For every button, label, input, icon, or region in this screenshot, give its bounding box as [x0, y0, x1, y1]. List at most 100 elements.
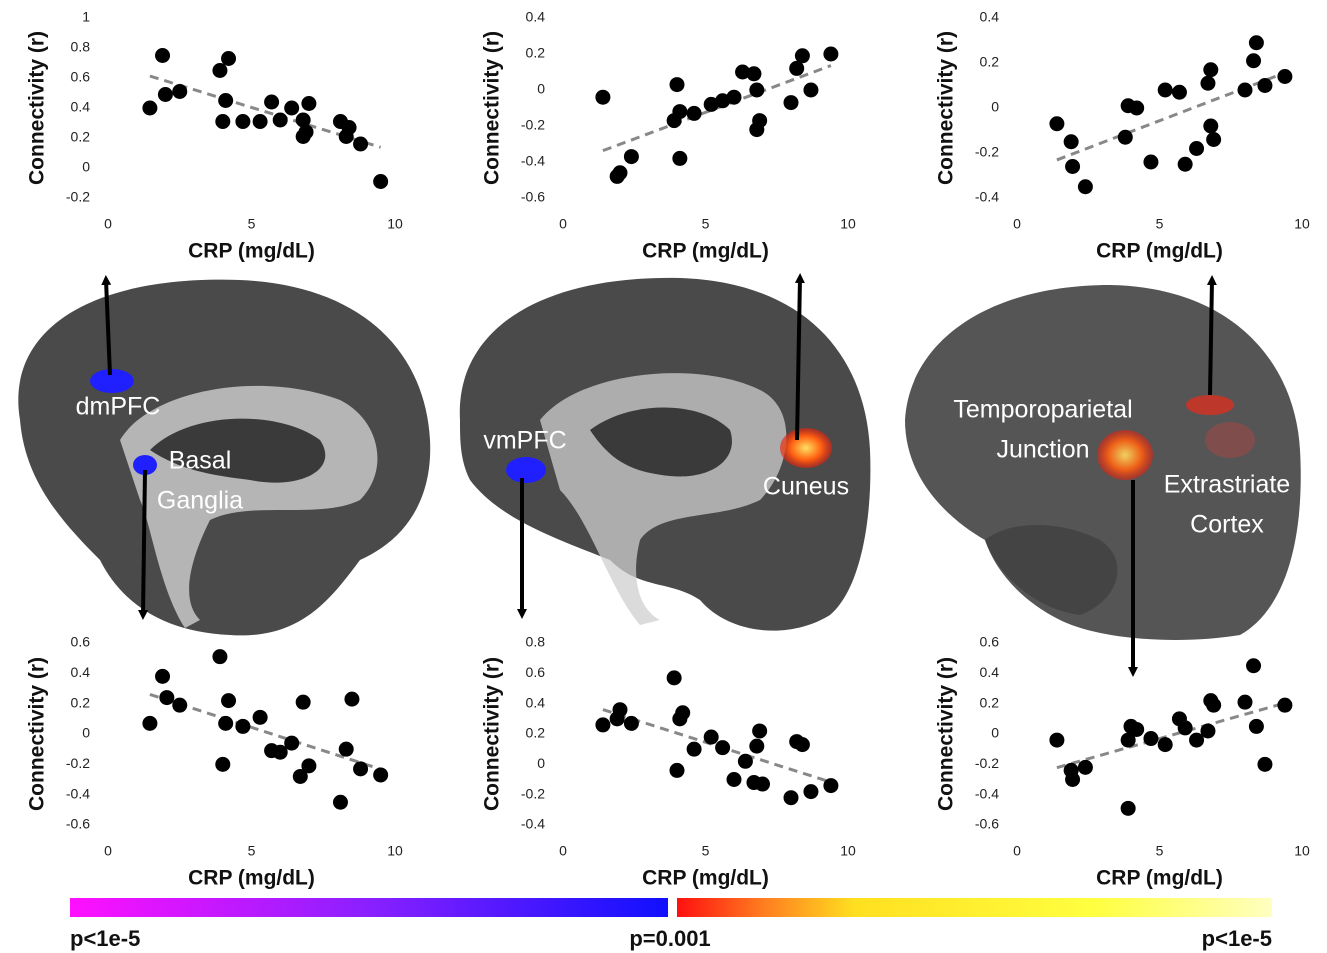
x-tick-label: 10: [840, 216, 856, 232]
data-point: [624, 716, 639, 731]
data-point: [1065, 159, 1080, 174]
data-point: [1257, 78, 1272, 93]
data-point: [1246, 658, 1261, 673]
data-point: [215, 757, 230, 772]
y-tick-label: 0: [991, 725, 999, 741]
x-tick-label: 5: [702, 843, 710, 859]
y-tick-label: 0.4: [526, 694, 546, 710]
data-point: [1178, 720, 1193, 735]
data-point: [155, 669, 170, 684]
y-tick-label: 1: [82, 9, 90, 25]
colorbar-cool: [70, 898, 668, 917]
data-point: [1257, 757, 1272, 772]
data-point: [1049, 733, 1064, 748]
data-point: [142, 101, 157, 116]
data-point: [672, 104, 687, 119]
data-point: [235, 114, 250, 129]
data-point: [158, 87, 173, 102]
y-tick-label: 0: [82, 725, 90, 741]
y-tick-label: 0.2: [526, 725, 546, 741]
data-point: [1200, 76, 1215, 91]
data-point: [253, 710, 268, 725]
trend-line: [1057, 703, 1285, 768]
x-axis-label: CRP (mg/dL): [188, 867, 315, 890]
data-point: [738, 754, 753, 769]
y-tick-label: -0.4: [521, 153, 545, 169]
data-point: [1143, 155, 1158, 170]
data-point: [218, 93, 233, 108]
x-axis-label: CRP (mg/dL): [188, 240, 315, 263]
data-point: [353, 761, 368, 776]
y-tick-label: 0: [537, 81, 545, 97]
data-point: [704, 730, 719, 745]
region-label: Temporoparietal: [953, 396, 1132, 424]
data-point: [253, 114, 268, 129]
data-point: [595, 90, 610, 105]
y-tick-label: -0.2: [521, 785, 545, 801]
data-point: [613, 702, 628, 717]
x-tick-label: 5: [1156, 843, 1164, 859]
data-point: [755, 777, 770, 792]
data-point: [803, 83, 818, 98]
data-point: [1143, 731, 1158, 746]
data-point: [613, 165, 628, 180]
scatter-chart: -0.4-0.200.20.40510CRP (mg/dL)Connectivi…: [935, 9, 1310, 263]
region-label: Cuneus: [763, 473, 849, 501]
data-point: [142, 716, 157, 731]
y-tick-label: -0.6: [521, 189, 545, 205]
data-point: [803, 784, 818, 799]
y-tick-label: 0: [991, 99, 999, 115]
data-point: [1200, 723, 1215, 738]
data-point: [284, 736, 299, 751]
y-tick-label: 0: [537, 755, 545, 771]
y-tick-label: 0.2: [526, 45, 546, 61]
y-tick-label: 0.4: [980, 9, 1000, 25]
x-tick-label: 5: [248, 843, 256, 859]
x-tick-label: 10: [1294, 843, 1310, 859]
y-tick-label: 0.2: [980, 694, 1000, 710]
y-tick-label: -0.4: [521, 816, 545, 832]
data-point: [1158, 83, 1173, 98]
y-axis-label: Connectivity (r): [481, 31, 504, 185]
region-label: Basal: [169, 447, 232, 475]
y-tick-label: 0.6: [526, 664, 546, 680]
y-tick-label: 0.6: [71, 69, 91, 85]
data-point: [715, 740, 730, 755]
data-point: [1065, 772, 1080, 787]
x-tick-label: 5: [1156, 216, 1164, 232]
x-tick-label: 10: [387, 216, 403, 232]
data-point: [159, 690, 174, 705]
y-tick-label: 0.4: [71, 99, 91, 115]
region-label: Junction: [996, 436, 1089, 464]
data-point: [675, 705, 690, 720]
data-point: [373, 767, 388, 782]
region-label: dmPFC: [76, 393, 161, 421]
region-label: vmPFC: [483, 427, 566, 455]
data-point: [212, 649, 227, 664]
x-tick-label: 0: [1013, 216, 1021, 232]
y-axis-label: Connectivity (r): [26, 657, 49, 811]
y-tick-label: -0.6: [975, 816, 999, 832]
y-tick-label: -0.2: [975, 144, 999, 160]
data-point: [1206, 698, 1221, 713]
data-point: [296, 695, 311, 710]
data-point: [1277, 698, 1292, 713]
y-tick-label: 0.4: [526, 9, 546, 25]
x-tick-label: 0: [559, 843, 567, 859]
data-point: [784, 95, 799, 110]
y-tick-label: -0.2: [975, 755, 999, 771]
data-point: [795, 48, 810, 63]
data-point: [1206, 132, 1221, 147]
data-point: [1158, 737, 1173, 752]
data-point: [1129, 722, 1144, 737]
y-tick-label: 0.2: [980, 54, 1000, 70]
data-point: [1064, 134, 1079, 149]
data-point: [1238, 695, 1253, 710]
scatter-chart: -0.6-0.4-0.200.20.40.60510CRP (mg/dL)Con…: [26, 634, 403, 890]
data-point: [155, 48, 170, 63]
data-point: [172, 84, 187, 99]
data-point: [1129, 101, 1144, 116]
x-tick-label: 0: [559, 216, 567, 232]
